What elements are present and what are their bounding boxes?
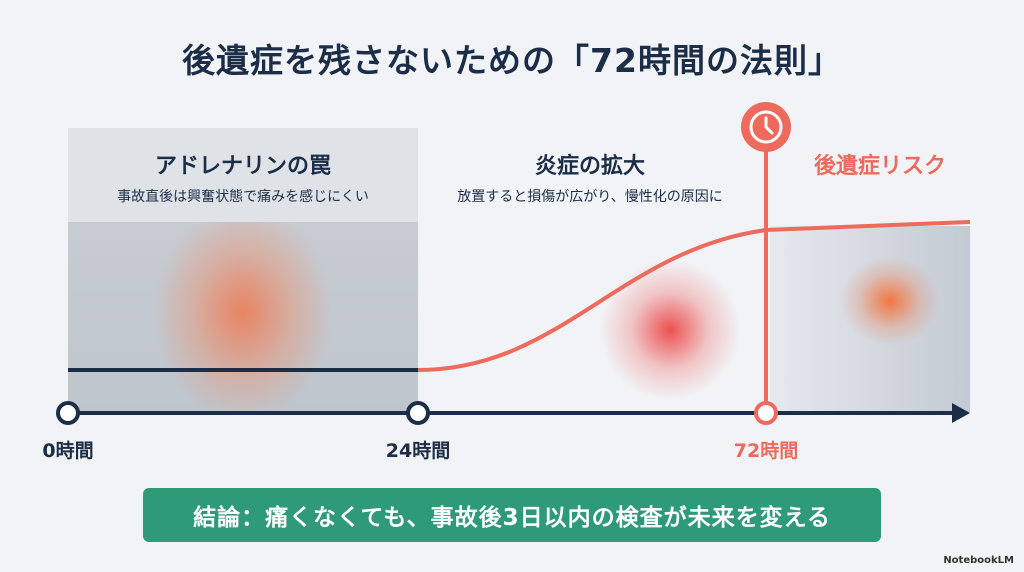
conclusion-banner: 結論：痛くなくても、事故後3日以内の検査が未来を変える [143, 488, 881, 542]
phase-heading: アドレナリンの罠 [154, 154, 331, 179]
brand-watermark: NotebookLM [943, 555, 1014, 566]
timeline-label: 24時間 [385, 440, 451, 462]
page-title: 後遺症を残さないための「72時間の法則」 [182, 41, 842, 80]
phase-heading: 炎症の拡大 [534, 154, 645, 179]
phase-heading: 後遺症リスク [813, 154, 946, 179]
risk-curve [417, 220, 971, 372]
timeline-label: 72時間 [733, 440, 799, 462]
phase-description: 事故直後は興奮状態で痛みを感じにくい [117, 189, 369, 205]
muscular-body-illustration [68, 222, 418, 412]
marker-0h [56, 401, 80, 425]
clock-icon [741, 102, 791, 152]
arrow-head-icon [952, 403, 970, 423]
marker-24h [406, 401, 430, 425]
phase-description: 放置すると損傷が広がり、慢性化の原因に [457, 189, 723, 205]
shoulder-pain-illustration [770, 226, 970, 412]
inflamed-muscle-illustration [585, 255, 755, 415]
timeline-label: 0時間 [42, 440, 94, 462]
marker-72h [754, 401, 778, 425]
